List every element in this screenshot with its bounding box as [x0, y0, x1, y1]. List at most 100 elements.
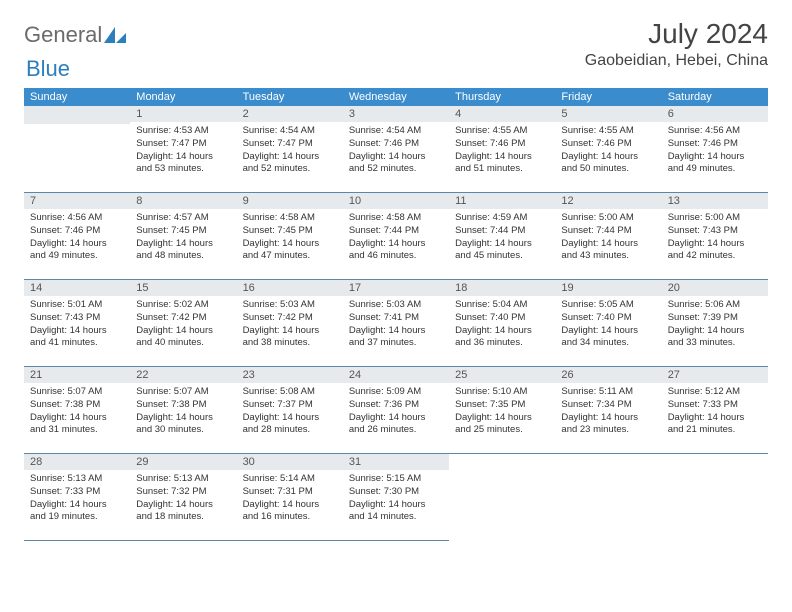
sunrise-text: Sunrise: 5:12 AM	[668, 386, 762, 399]
sunrise-text: Sunrise: 5:03 AM	[349, 299, 443, 312]
day-number: 22	[130, 367, 236, 383]
sunset-text: Sunset: 7:41 PM	[349, 312, 443, 325]
day-details: Sunrise: 5:02 AMSunset: 7:42 PMDaylight:…	[130, 296, 236, 354]
daylight-text: Daylight: 14 hours and 49 minutes.	[668, 151, 762, 177]
calendar-cell: 27Sunrise: 5:12 AMSunset: 7:33 PMDayligh…	[662, 367, 768, 454]
sunset-text: Sunset: 7:42 PM	[243, 312, 337, 325]
sunrise-text: Sunrise: 5:01 AM	[30, 299, 124, 312]
sunrise-text: Sunrise: 4:58 AM	[243, 212, 337, 225]
calendar-cell: 30Sunrise: 5:14 AMSunset: 7:31 PMDayligh…	[237, 454, 343, 541]
daylight-text: Daylight: 14 hours and 21 minutes.	[668, 412, 762, 438]
calendar-cell: 1Sunrise: 4:53 AMSunset: 7:47 PMDaylight…	[130, 106, 236, 193]
day-details: Sunrise: 5:00 AMSunset: 7:44 PMDaylight:…	[555, 209, 661, 267]
sunrise-text: Sunrise: 5:06 AM	[668, 299, 762, 312]
calendar-cell: 11Sunrise: 4:59 AMSunset: 7:44 PMDayligh…	[449, 193, 555, 280]
day-number: 29	[130, 454, 236, 470]
sunset-text: Sunset: 7:33 PM	[668, 399, 762, 412]
calendar-cell: 13Sunrise: 5:00 AMSunset: 7:43 PMDayligh…	[662, 193, 768, 280]
day-details: Sunrise: 4:54 AMSunset: 7:46 PMDaylight:…	[343, 122, 449, 180]
sunset-text: Sunset: 7:47 PM	[136, 138, 230, 151]
day-details: Sunrise: 5:08 AMSunset: 7:37 PMDaylight:…	[237, 383, 343, 441]
day-number: 25	[449, 367, 555, 383]
daylight-text: Daylight: 14 hours and 23 minutes.	[561, 412, 655, 438]
daylight-text: Daylight: 14 hours and 47 minutes.	[243, 238, 337, 264]
calendar-cell: 17Sunrise: 5:03 AMSunset: 7:41 PMDayligh…	[343, 280, 449, 367]
sunset-text: Sunset: 7:46 PM	[561, 138, 655, 151]
sunset-text: Sunset: 7:45 PM	[136, 225, 230, 238]
sunrise-text: Sunrise: 5:07 AM	[30, 386, 124, 399]
sunset-text: Sunset: 7:44 PM	[349, 225, 443, 238]
sunrise-text: Sunrise: 5:11 AM	[561, 386, 655, 399]
daylight-text: Daylight: 14 hours and 16 minutes.	[243, 499, 337, 525]
logo-text-blue: Blue	[26, 56, 70, 81]
calendar-cell: 16Sunrise: 5:03 AMSunset: 7:42 PMDayligh…	[237, 280, 343, 367]
calendar-cell: 6Sunrise: 4:56 AMSunset: 7:46 PMDaylight…	[662, 106, 768, 193]
day-number: 16	[237, 280, 343, 296]
day-details: Sunrise: 4:56 AMSunset: 7:46 PMDaylight:…	[662, 122, 768, 180]
day-number: 7	[24, 193, 130, 209]
calendar-cell: 28Sunrise: 5:13 AMSunset: 7:33 PMDayligh…	[24, 454, 130, 541]
day-details: Sunrise: 5:03 AMSunset: 7:41 PMDaylight:…	[343, 296, 449, 354]
calendar-cell: 29Sunrise: 5:13 AMSunset: 7:32 PMDayligh…	[130, 454, 236, 541]
day-number: 9	[237, 193, 343, 209]
calendar-cell: 25Sunrise: 5:10 AMSunset: 7:35 PMDayligh…	[449, 367, 555, 454]
sunrise-text: Sunrise: 5:02 AM	[136, 299, 230, 312]
day-details: Sunrise: 5:14 AMSunset: 7:31 PMDaylight:…	[237, 470, 343, 528]
sunrise-text: Sunrise: 5:03 AM	[243, 299, 337, 312]
logo-text-general: General	[24, 22, 102, 48]
daylight-text: Daylight: 14 hours and 18 minutes.	[136, 499, 230, 525]
day-details: Sunrise: 5:06 AMSunset: 7:39 PMDaylight:…	[662, 296, 768, 354]
sunrise-text: Sunrise: 5:00 AM	[668, 212, 762, 225]
calendar-cell: 23Sunrise: 5:08 AMSunset: 7:37 PMDayligh…	[237, 367, 343, 454]
calendar-cell: 7Sunrise: 4:56 AMSunset: 7:46 PMDaylight…	[24, 193, 130, 280]
sunrise-text: Sunrise: 5:00 AM	[561, 212, 655, 225]
day-details: Sunrise: 5:13 AMSunset: 7:33 PMDaylight:…	[24, 470, 130, 528]
sunrise-text: Sunrise: 4:54 AM	[243, 125, 337, 138]
sunrise-text: Sunrise: 5:10 AM	[455, 386, 549, 399]
day-details: Sunrise: 4:55 AMSunset: 7:46 PMDaylight:…	[449, 122, 555, 180]
daylight-text: Daylight: 14 hours and 33 minutes.	[668, 325, 762, 351]
sunset-text: Sunset: 7:32 PM	[136, 486, 230, 499]
daylight-text: Daylight: 14 hours and 52 minutes.	[349, 151, 443, 177]
day-details: Sunrise: 5:10 AMSunset: 7:35 PMDaylight:…	[449, 383, 555, 441]
sunrise-text: Sunrise: 4:56 AM	[668, 125, 762, 138]
sunset-text: Sunset: 7:43 PM	[668, 225, 762, 238]
day-number: 23	[237, 367, 343, 383]
calendar-cell	[24, 106, 130, 193]
sunrise-text: Sunrise: 4:57 AM	[136, 212, 230, 225]
sunset-text: Sunset: 7:31 PM	[243, 486, 337, 499]
calendar-cell: 8Sunrise: 4:57 AMSunset: 7:45 PMDaylight…	[130, 193, 236, 280]
calendar-table: SundayMondayTuesdayWednesdayThursdayFrid…	[24, 88, 768, 541]
day-number: 31	[343, 454, 449, 470]
sunset-text: Sunset: 7:46 PM	[455, 138, 549, 151]
day-number: 5	[555, 106, 661, 122]
daylight-text: Daylight: 14 hours and 43 minutes.	[561, 238, 655, 264]
day-number: 4	[449, 106, 555, 122]
day-header: Friday	[555, 88, 661, 106]
day-number: 17	[343, 280, 449, 296]
day-details: Sunrise: 4:59 AMSunset: 7:44 PMDaylight:…	[449, 209, 555, 267]
day-number: 24	[343, 367, 449, 383]
sunset-text: Sunset: 7:36 PM	[349, 399, 443, 412]
sunrise-text: Sunrise: 5:14 AM	[243, 473, 337, 486]
day-number: 15	[130, 280, 236, 296]
daylight-text: Daylight: 14 hours and 50 minutes.	[561, 151, 655, 177]
day-details: Sunrise: 4:57 AMSunset: 7:45 PMDaylight:…	[130, 209, 236, 267]
sunset-text: Sunset: 7:37 PM	[243, 399, 337, 412]
month-title: July 2024	[585, 18, 768, 50]
sunset-text: Sunset: 7:42 PM	[136, 312, 230, 325]
day-details: Sunrise: 5:07 AMSunset: 7:38 PMDaylight:…	[130, 383, 236, 441]
calendar-cell: 24Sunrise: 5:09 AMSunset: 7:36 PMDayligh…	[343, 367, 449, 454]
daylight-text: Daylight: 14 hours and 53 minutes.	[136, 151, 230, 177]
calendar-cell: 31Sunrise: 5:15 AMSunset: 7:30 PMDayligh…	[343, 454, 449, 541]
day-details: Sunrise: 4:53 AMSunset: 7:47 PMDaylight:…	[130, 122, 236, 180]
day-details: Sunrise: 4:54 AMSunset: 7:47 PMDaylight:…	[237, 122, 343, 180]
day-details: Sunrise: 4:56 AMSunset: 7:46 PMDaylight:…	[24, 209, 130, 267]
sunset-text: Sunset: 7:38 PM	[136, 399, 230, 412]
daylight-text: Daylight: 14 hours and 36 minutes.	[455, 325, 549, 351]
day-number: 28	[24, 454, 130, 470]
day-details: Sunrise: 4:58 AMSunset: 7:45 PMDaylight:…	[237, 209, 343, 267]
sunset-text: Sunset: 7:44 PM	[561, 225, 655, 238]
day-details: Sunrise: 4:58 AMSunset: 7:44 PMDaylight:…	[343, 209, 449, 267]
sunrise-text: Sunrise: 5:04 AM	[455, 299, 549, 312]
